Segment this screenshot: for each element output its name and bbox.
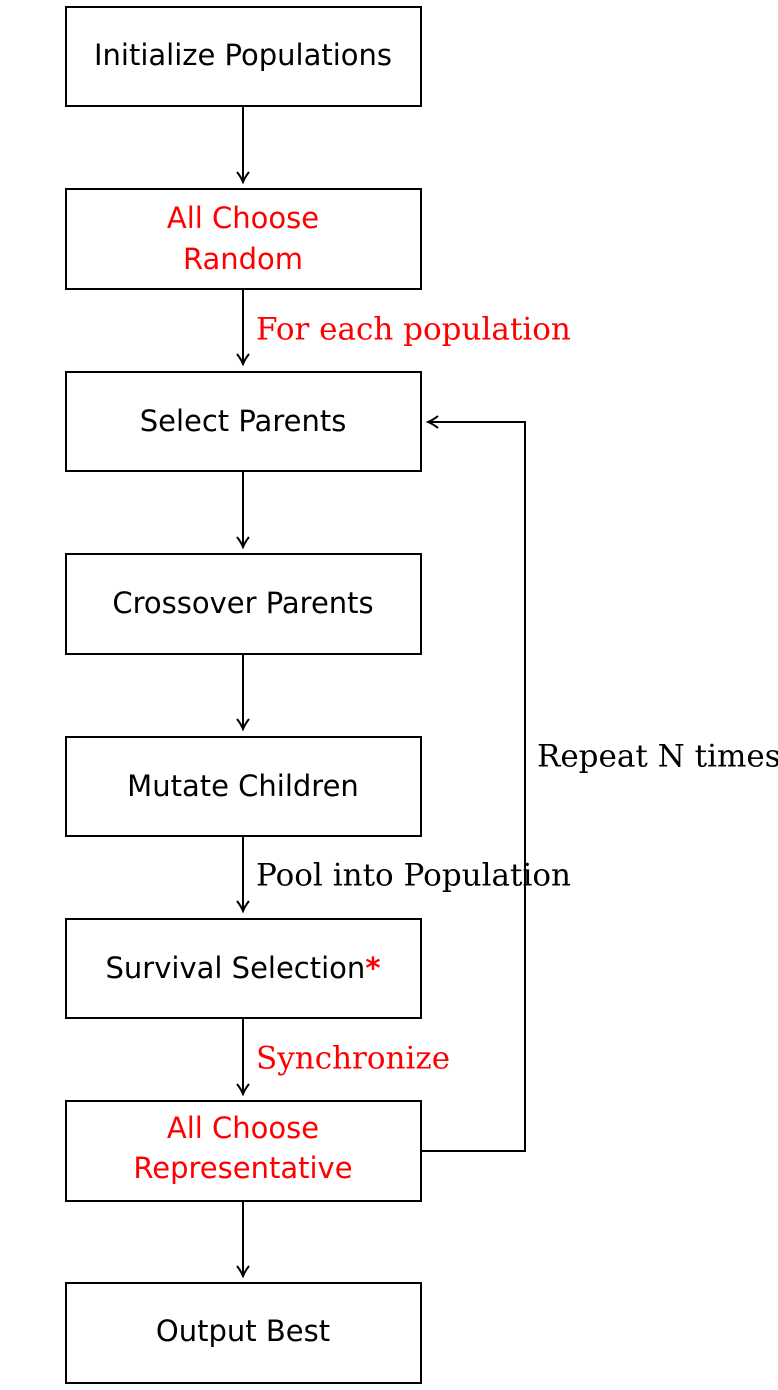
node-crossover-parents: Crossover Parents (65, 553, 422, 655)
node-mutate-children: Mutate Children (65, 736, 422, 837)
node-label: Select Parents (140, 404, 347, 438)
node-initialize-populations: Initialize Populations (65, 6, 422, 107)
node-label-line-2: Representative (133, 1151, 352, 1185)
node-all-choose-random: All Choose Random (65, 188, 422, 290)
node-label-line-2: Random (183, 242, 303, 276)
node-box (65, 553, 422, 655)
node-label: Mutate Children (127, 769, 359, 803)
node-label: Survival Selection* (106, 951, 381, 985)
asterisk-marker: * (365, 951, 380, 985)
node-box (65, 736, 422, 837)
edge-label-pool-into-population: Pool into Population (256, 858, 571, 894)
node-box (65, 1282, 422, 1384)
arrow-loop-back (421, 422, 526, 1152)
node-select-parents: Select Parents (65, 371, 422, 472)
node-box (65, 6, 422, 107)
node-label: Output Best (156, 1314, 330, 1348)
node-label: Initialize Populations (94, 38, 392, 72)
node-label-line-1: All Choose (167, 1111, 319, 1145)
node-box (65, 1100, 422, 1202)
node-box (65, 371, 422, 472)
node-box (65, 918, 422, 1019)
node-label: Crossover Parents (112, 586, 373, 620)
node-box (65, 188, 422, 290)
edge-label-for-each-population: For each population (256, 312, 571, 348)
node-output-best: Output Best (65, 1282, 422, 1384)
node-all-choose-representative: All Choose Representative (65, 1100, 422, 1202)
edge-label-repeat-n-times: Repeat N times (537, 739, 778, 775)
edge-label-synchronize: Synchronize (256, 1041, 450, 1077)
node-label-main: Survival Selection (106, 951, 366, 985)
node-label-line-1: All Choose (167, 201, 319, 235)
node-survival-selection: Survival Selection* (65, 918, 422, 1019)
